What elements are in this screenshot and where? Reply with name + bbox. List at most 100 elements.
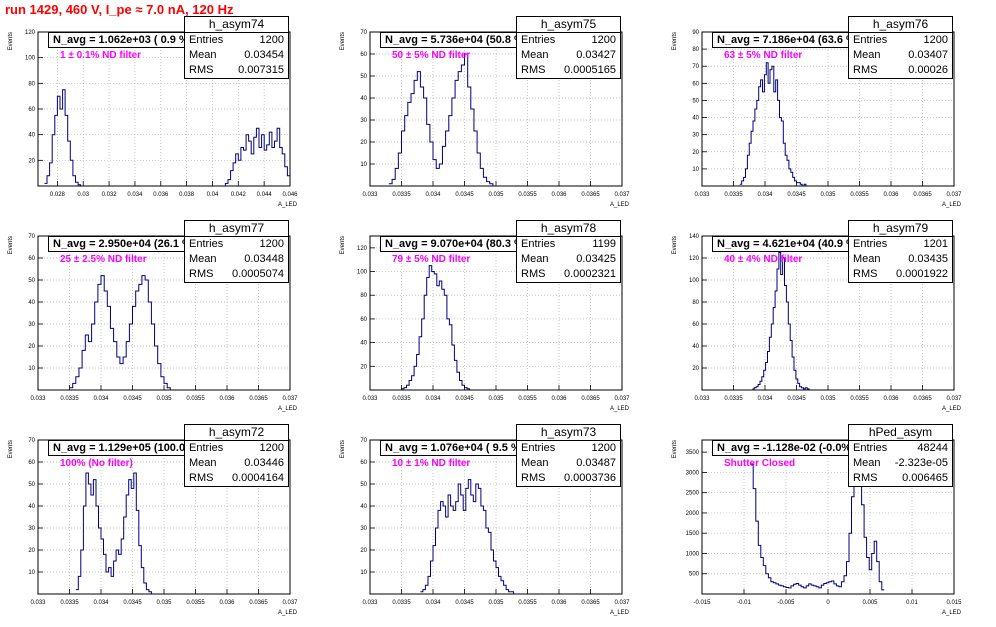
y-tick-label: 20	[28, 158, 35, 164]
x-tick-label: 0.035	[820, 192, 836, 198]
histogram-series	[739, 62, 944, 187]
stats-row-mean: Mean 0.03446	[185, 456, 288, 471]
y-tick-label: 20	[28, 344, 35, 350]
y-tick-label: 80	[692, 300, 699, 306]
stats-row-mean: Mean 0.03427	[517, 48, 620, 63]
stats-value: 1200	[923, 34, 948, 46]
filter-note: 40 ± 4% ND filter	[724, 254, 803, 265]
y-tick-label: 40	[692, 344, 699, 350]
x-tick-label: 0.034	[425, 600, 441, 606]
stats-row-mean: Mean 0.03487	[517, 456, 620, 471]
stats-value: 0.006465	[902, 472, 948, 484]
histogram-name: hPed_asym	[849, 425, 952, 441]
y-axis-title: Events	[672, 440, 678, 458]
y-tick-label: 50	[360, 74, 367, 80]
stats-key: Mean	[521, 253, 549, 265]
x-tick-label: -0.01	[737, 600, 751, 606]
x-tick-label: 0.035	[820, 396, 836, 402]
x-tick-label: 0.035	[488, 600, 504, 606]
stats-row-mean: Mean 0.03448	[185, 252, 288, 267]
x-tick-label: -0.005	[777, 600, 795, 606]
stats-box: h_asym78 Entries 1199 Mean 0.03425 RMS 0.00023…	[516, 220, 621, 283]
stats-row-rms: RMS 0.0005165	[517, 63, 620, 78]
stats-value: -2.323e-05	[894, 457, 948, 469]
x-tick-label: 0.0355	[850, 396, 869, 402]
y-tick-label: 30	[692, 133, 699, 139]
stats-row-rms: RMS 0.0001922	[849, 267, 952, 282]
x-tick-label: 0.033	[694, 192, 710, 198]
y-tick-label: 3000	[686, 470, 700, 476]
histogram-panel: 0.033 0.0335 0.034 0.0345 0.035 0.0355 0.036 0.…	[332, 422, 662, 627]
stats-row-entries: Entries 1201	[849, 237, 952, 252]
histogram-series	[401, 265, 622, 391]
y-tick-label: 40	[692, 116, 699, 122]
histogram-panel: 0.028 0.03 0.032 0.034 0.036 0.038 0.04 0.042 0.…	[0, 14, 330, 219]
stats-value: 1200	[259, 238, 284, 250]
x-axis-title: A_LED	[942, 610, 962, 616]
y-tick-label: 40	[360, 341, 367, 347]
stats-key: Mean	[521, 49, 549, 61]
y-tick-label: 60	[28, 107, 35, 113]
y-axis-title: Events	[672, 32, 678, 50]
stats-key: Entries	[189, 238, 224, 250]
stats-value: 0.0004164	[232, 472, 284, 484]
x-tick-label: 0.037	[282, 600, 298, 606]
x-tick-label: 0.0335	[60, 600, 79, 606]
y-tick-label: 20	[360, 140, 367, 146]
stats-value: 0.03487	[576, 457, 616, 469]
stats-row-rms: RMS 0.007315	[185, 63, 288, 78]
x-tick-label: 0.0345	[123, 396, 142, 402]
filter-note: 63 ± 5% ND filter	[724, 50, 803, 61]
histogram-panel: 0.033 0.0335 0.034 0.0345 0.035 0.0355 0.036 0.…	[332, 14, 662, 219]
x-tick-label: 0.0365	[249, 396, 268, 402]
stats-key: RMS	[521, 268, 546, 280]
x-tick-label: 0.0335	[392, 396, 411, 402]
x-tick-label: 0.035	[488, 192, 504, 198]
histogram-panel: -0.015 -0.01 -0.005 0 0.005 0.01 0.015 500 1000 1…	[664, 422, 994, 627]
y-tick-label: 1000	[686, 551, 700, 557]
histogram-plot: 0.028 0.03 0.032 0.034 0.036 0.038 0.04 0.042 0.…	[8, 30, 298, 208]
stats-key: RMS	[853, 64, 878, 76]
y-tick-label: 140	[689, 234, 700, 240]
x-tick-label: 0.036	[551, 192, 567, 198]
x-axis-title: A_LED	[278, 202, 298, 208]
stats-key: Entries	[521, 442, 556, 454]
x-tick-label: 0.034	[425, 396, 441, 402]
stats-key: Mean	[521, 457, 549, 469]
y-tick-label: 80	[360, 293, 367, 299]
stats-key: Entries	[521, 34, 556, 46]
histogram-series	[75, 472, 290, 595]
x-tick-label: 0.03	[77, 192, 89, 198]
x-tick-label: 0.036	[883, 192, 899, 198]
x-tick-label: 0.037	[282, 396, 298, 402]
x-tick-label: 0.0365	[581, 396, 600, 402]
x-tick-label: 0.0365	[249, 600, 268, 606]
stats-key: Entries	[189, 442, 224, 454]
x-tick-label: 0.042	[231, 192, 247, 198]
stats-value: 0.03435	[908, 253, 948, 265]
x-tick-label: 0.037	[614, 396, 630, 402]
x-tick-label: 0.038	[179, 192, 195, 198]
x-tick-label: 0.037	[946, 396, 962, 402]
y-tick-label: 120	[689, 256, 700, 262]
histogram-name: h_asym73	[517, 425, 620, 441]
y-tick-label: 500	[689, 572, 700, 578]
filter-note: 50 ± 5% ND filter	[392, 50, 471, 61]
x-tick-label: 0.0335	[724, 192, 743, 198]
y-tick-label: 20	[692, 366, 699, 372]
x-tick-label: 0.033	[694, 396, 710, 402]
x-tick-label: 0.044	[257, 192, 273, 198]
y-tick-label: 30	[360, 118, 367, 124]
y-tick-label: 20	[692, 150, 699, 156]
x-tick-label: 0.046	[282, 192, 298, 198]
x-tick-label: 0.0355	[518, 600, 537, 606]
y-tick-label: 50	[28, 482, 35, 488]
x-tick-label: 0.033	[362, 396, 378, 402]
stats-row-mean: Mean 0.03407	[849, 48, 952, 63]
x-tick-label: 0.0335	[60, 396, 79, 402]
y-tick-label: 60	[28, 460, 35, 466]
navg-label: N_avg = 9.070e+04 (80.3 %)	[380, 236, 533, 252]
histogram-series	[69, 275, 290, 391]
stats-row-rms: RMS 0.0002321	[517, 267, 620, 282]
y-tick-label: 100	[357, 270, 368, 276]
